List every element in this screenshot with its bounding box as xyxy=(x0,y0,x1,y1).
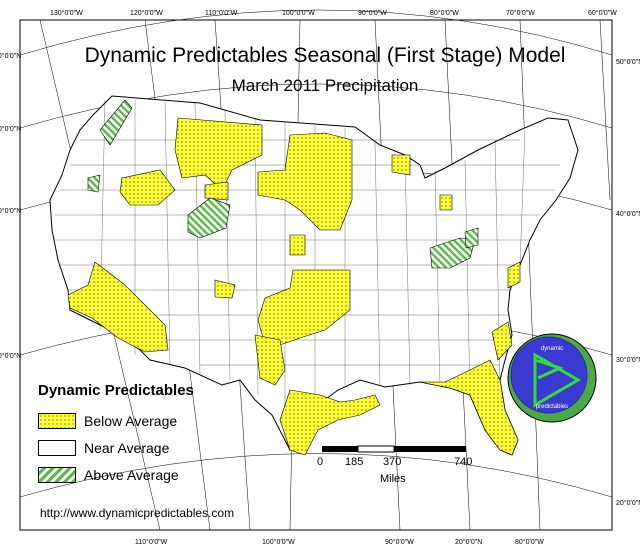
scale-bar xyxy=(322,445,466,453)
scale-tick-185: 185 xyxy=(345,456,364,468)
grat-top-70w: 70°0'0"W xyxy=(506,9,535,17)
legend-label-near: Near Average xyxy=(84,439,170,456)
legend-swatch-below xyxy=(38,412,76,429)
legend-item-near-average: Near Average xyxy=(38,434,258,461)
grat-top-110w: 110°0'0"W xyxy=(205,9,238,17)
scale-unit: Miles xyxy=(380,473,406,485)
grat-right-40n: 40°0'0"N xyxy=(616,210,640,218)
logo-text-top: dynamic xyxy=(541,346,563,352)
grat-top-60w: 60°0'0"W xyxy=(588,9,617,17)
legend-item-above-average: Above Average xyxy=(38,461,258,488)
legend-title: Dynamic Predictables xyxy=(38,382,194,399)
footer-url-link[interactable]: http://www.dynamicpredictables.com xyxy=(40,506,235,520)
legend: Dynamic Predictables Below Average Near … xyxy=(38,382,258,488)
legend-swatch-near xyxy=(38,439,76,456)
grat-right-30n: 30°0'0"N xyxy=(616,356,640,364)
above-average-regions xyxy=(87,99,479,269)
grat-bottom-80w: 80°0'0"W xyxy=(515,538,544,546)
scale-tick-0: 0 xyxy=(317,456,324,468)
grat-left-50n: 50°0'0"N xyxy=(0,52,21,60)
grat-bottom-90w: 90°0'0"W xyxy=(385,538,414,546)
map-frame xyxy=(19,19,613,531)
grat-left-30n: 30°0'0"N xyxy=(0,207,21,215)
grat-top-120w: 120°0'0"W xyxy=(130,9,163,17)
grat-bottom-20n: 20°0'0"N xyxy=(455,538,482,546)
legend-swatch-above xyxy=(38,466,76,483)
grat-top-130w: 130°0'0"W xyxy=(50,9,83,17)
scale-tick-370: 370 xyxy=(383,456,402,468)
legend-label-above: Above Average xyxy=(84,466,179,483)
grat-left-20n: 20°0'0"N xyxy=(0,352,21,360)
grat-top-90w: 90°0'0"W xyxy=(358,9,387,17)
logo-text-bottom: predictables xyxy=(536,404,568,410)
legend-item-below-average: Below Average xyxy=(38,407,258,434)
grat-right-20n: 20°0'0"N xyxy=(616,499,640,507)
grat-right-50n: 50°0'0"N xyxy=(616,58,640,66)
below-average-regions xyxy=(67,117,521,456)
dynamic-predictables-logo: dynamic predictables xyxy=(507,333,597,423)
legend-label-below: Below Average xyxy=(84,412,178,429)
grat-top-100w: 100°0'0"W xyxy=(282,9,315,17)
map-subtitle: March 2011 Precipitation xyxy=(231,76,419,95)
map-title: Dynamic Predictables Seasonal (First Sta… xyxy=(84,44,566,67)
grat-left-40n: 40°0'0"N xyxy=(0,125,21,133)
grat-top-80w: 80°0'0"W xyxy=(430,9,459,17)
scale-tick-740: 740 xyxy=(454,456,473,468)
grat-bottom-110w: 110°0'0"W xyxy=(135,538,168,546)
grat-bottom-100w: 100°0'0"W xyxy=(262,538,295,546)
